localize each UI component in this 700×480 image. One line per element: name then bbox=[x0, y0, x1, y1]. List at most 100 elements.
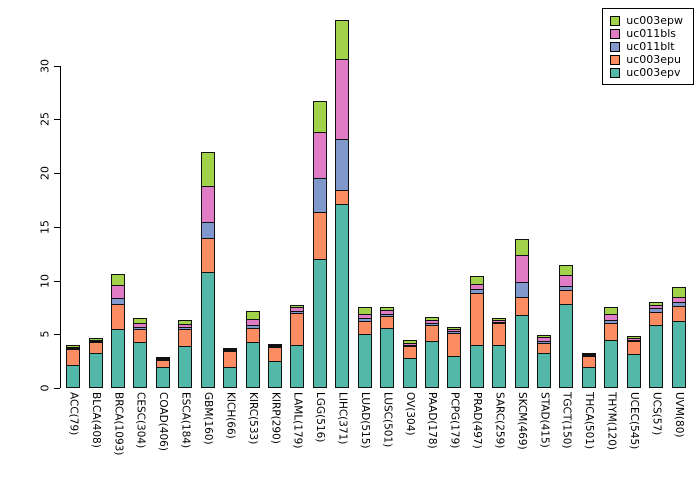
x-label-cell: BRCA(1093) bbox=[107, 392, 129, 478]
legend-item-uc003epw: uc003epw bbox=[610, 14, 683, 27]
x-label-cell: PCPG(179) bbox=[443, 392, 465, 478]
bar-segment-uc003epu bbox=[312, 211, 327, 261]
bar-segment-uc003epv bbox=[133, 341, 148, 388]
bar-LGG(516) bbox=[312, 100, 327, 388]
x-label-cell: OV(304) bbox=[398, 392, 420, 478]
bar-segment-uc003epu bbox=[66, 349, 81, 367]
x-tick-label: ACC(79) bbox=[67, 392, 80, 436]
bar-slot bbox=[488, 12, 510, 388]
bar-segment-uc003epv bbox=[626, 353, 641, 388]
bar-slot bbox=[129, 12, 151, 388]
legend-item-uc003epu: uc003epu bbox=[610, 53, 683, 66]
legend-label: uc003epv bbox=[626, 66, 681, 79]
x-tick-label: CESC(304) bbox=[134, 392, 147, 449]
bar-segment-uc003epv bbox=[514, 314, 529, 388]
bar-slot bbox=[107, 12, 129, 388]
x-tick-label: STAD(415) bbox=[538, 392, 551, 448]
y-tick-label: 0 bbox=[38, 384, 52, 392]
x-tick-label: COAD(406) bbox=[157, 392, 170, 451]
bar-segment-uc003epu bbox=[649, 311, 664, 326]
bar-segment-uc003epv bbox=[312, 259, 327, 388]
bar-ESCA(184) bbox=[178, 320, 193, 388]
x-label-cell: ACC(79) bbox=[62, 392, 84, 478]
bar-slot bbox=[174, 12, 196, 388]
bar-segment-uc003epu bbox=[626, 340, 641, 355]
bar-segment-uc003epu bbox=[604, 323, 619, 341]
bar-segment-uc003epu bbox=[514, 296, 529, 316]
x-tick-label: BRCA(1093) bbox=[112, 392, 125, 456]
bar-slot bbox=[578, 12, 600, 388]
bar-segment-uc003epu bbox=[559, 290, 574, 306]
y-tick-label: 20 bbox=[38, 166, 52, 181]
x-tick-label: THCA(501) bbox=[583, 392, 596, 450]
x-tick-label: KIRC(533) bbox=[246, 392, 259, 445]
legend-swatch-uc003epw bbox=[610, 15, 621, 26]
bar-slot bbox=[645, 12, 667, 388]
y-tick bbox=[54, 119, 60, 121]
bar-slot bbox=[376, 12, 398, 388]
bar-slot bbox=[623, 12, 645, 388]
bar-segment-uc003epu bbox=[223, 351, 238, 368]
bar-slot bbox=[398, 12, 420, 388]
bar-segment-uc003epw bbox=[335, 20, 350, 61]
bar-segment-uc011bls bbox=[200, 185, 215, 224]
x-tick-label: UCS(57) bbox=[650, 392, 663, 436]
y-tick bbox=[54, 65, 60, 67]
bar-PCPG(179) bbox=[447, 326, 462, 388]
legend-swatch-uc003epu bbox=[610, 54, 621, 65]
bar-segment-uc003epu bbox=[245, 327, 260, 343]
x-tick-label: PRAD(497) bbox=[471, 392, 484, 449]
x-tick-label: LIHC(371) bbox=[336, 392, 349, 445]
bar-segment-uc003epv bbox=[200, 271, 215, 388]
bar-slot bbox=[421, 12, 443, 388]
x-tick-label: UCEC(545) bbox=[628, 392, 640, 450]
bar-segment-uc003epv bbox=[88, 352, 103, 388]
bar-segment-uc003epw bbox=[514, 239, 529, 256]
bar-segment-uc003epv bbox=[223, 366, 238, 388]
bar-KICH(66) bbox=[223, 348, 238, 388]
bar-segment-uc003epu bbox=[290, 312, 305, 347]
bar-slot bbox=[331, 12, 353, 388]
y-axis: 0 5 10 15 20 25 30 bbox=[0, 0, 62, 480]
x-tick-label: SKCM(469) bbox=[515, 392, 528, 450]
bar-segment-uc003epv bbox=[357, 334, 372, 388]
y-tick bbox=[54, 173, 60, 175]
bar-segment-uc003epv bbox=[155, 366, 170, 388]
bar-slot bbox=[555, 12, 577, 388]
x-label-cell: SKCM(469) bbox=[510, 392, 532, 478]
bar-segment-uc003epu bbox=[133, 328, 148, 343]
bar-slot bbox=[219, 12, 241, 388]
x-tick-label: OV(304) bbox=[403, 392, 416, 436]
bar-segment-uc003epv bbox=[649, 324, 664, 388]
bar-slot bbox=[62, 12, 84, 388]
x-label-cell: GBM(160) bbox=[197, 392, 219, 478]
x-label-cell: UCEC(545) bbox=[623, 392, 645, 478]
x-tick-label: THYM(120) bbox=[605, 392, 618, 451]
x-label-cell: LUSC(501) bbox=[376, 392, 398, 478]
bar-segment-uc003epu bbox=[200, 237, 215, 273]
bar-CESC(304) bbox=[133, 317, 148, 388]
x-label-cell: UVM(80) bbox=[667, 392, 689, 478]
bar-segment-uc003epv bbox=[335, 204, 350, 388]
bar-segment-uc003epu bbox=[335, 190, 350, 206]
plot-area bbox=[62, 12, 690, 388]
bar-ACC(79) bbox=[66, 345, 81, 388]
x-tick-label: GBM(160) bbox=[201, 392, 214, 445]
bar-LAML(179) bbox=[290, 305, 305, 388]
bar-segment-uc011blt bbox=[335, 138, 350, 192]
bar-slot bbox=[353, 12, 375, 388]
x-label-cell: BLCA(408) bbox=[84, 392, 106, 478]
bar-segment-uc003epv bbox=[66, 365, 81, 388]
bar-BLCA(408) bbox=[88, 337, 103, 388]
bar-segment-uc011bls bbox=[335, 59, 350, 140]
bar-BRCA(1093) bbox=[111, 273, 126, 388]
bar-segment-uc011bls bbox=[312, 132, 327, 180]
y-tick-label: 25 bbox=[38, 112, 52, 127]
bar-UVM(80) bbox=[671, 286, 686, 388]
bar-segment-uc003epw bbox=[200, 152, 215, 187]
legend-item-uc003epv: uc003epv bbox=[610, 66, 683, 79]
bar-slot bbox=[197, 12, 219, 388]
bar-segment-uc003epv bbox=[492, 345, 507, 388]
legend-label: uc003epu bbox=[626, 53, 681, 66]
